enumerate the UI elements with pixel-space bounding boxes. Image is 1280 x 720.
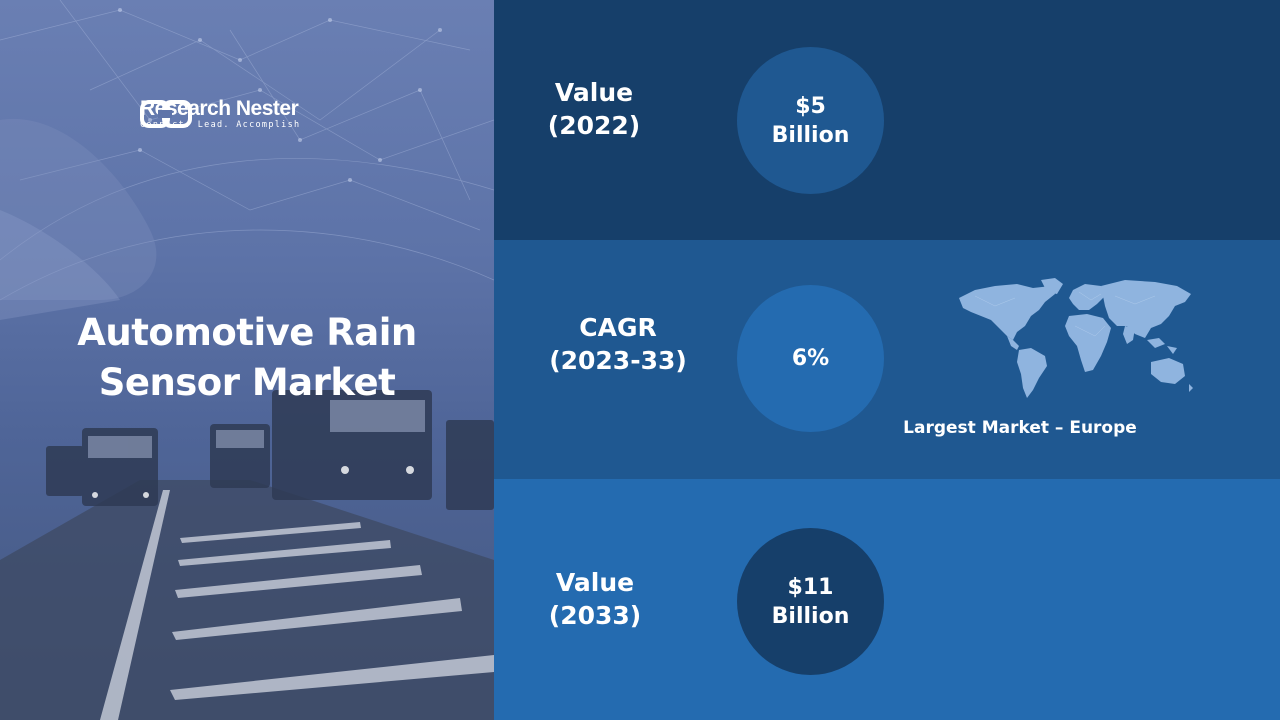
metric-label-line-2: (2033) [548, 601, 642, 630]
logo-mark-icon [140, 100, 192, 128]
background-image [0, 0, 494, 720]
metric-label-line-2: (2023-33) [549, 346, 687, 375]
metric-label: CAGR (2023-33) [493, 311, 743, 377]
metric-value-line-1: $5 [795, 93, 826, 119]
metric-value-circle: 6% [737, 285, 884, 432]
metric-label-line-1: Value [554, 78, 634, 107]
metric-label-line-1: CAGR [579, 313, 657, 342]
largest-market-label: Largest Market – Europe [903, 418, 1137, 438]
metric-label: Value (2033) [470, 566, 720, 632]
title-line-2: Sensor Market [98, 361, 396, 404]
metric-value-circle: $5 Billion [737, 47, 884, 194]
brand-logo: Research Nester Connect. Lead. Accomplis… [140, 98, 300, 130]
metric-band-cagr [494, 240, 1280, 479]
title-line-1: Automotive Rain [77, 311, 417, 354]
metric-band-value-2033 [494, 479, 1280, 720]
metric-value-line-1: 6% [791, 346, 830, 371]
metric-label: Value (2022) [469, 76, 719, 142]
metric-label-line-2: (2022) [547, 111, 641, 140]
metric-band-value-2022 [494, 0, 1280, 240]
metric-value-line-2: Billion [771, 122, 850, 148]
metric-value-circle: $11 Billion [737, 528, 884, 675]
metric-label-line-1: Value [555, 568, 635, 597]
world-map-icon [959, 278, 1193, 398]
page-title: Automotive Rain Sensor Market [0, 308, 494, 408]
metric-value-line-1: $11 [787, 574, 834, 600]
brand-tagline: Connect. Lead. Accomplish [140, 120, 301, 130]
metric-value-line-2: Billion [771, 603, 850, 629]
hero-panel: Research Nester Connect. Lead. Accomplis… [0, 0, 494, 720]
